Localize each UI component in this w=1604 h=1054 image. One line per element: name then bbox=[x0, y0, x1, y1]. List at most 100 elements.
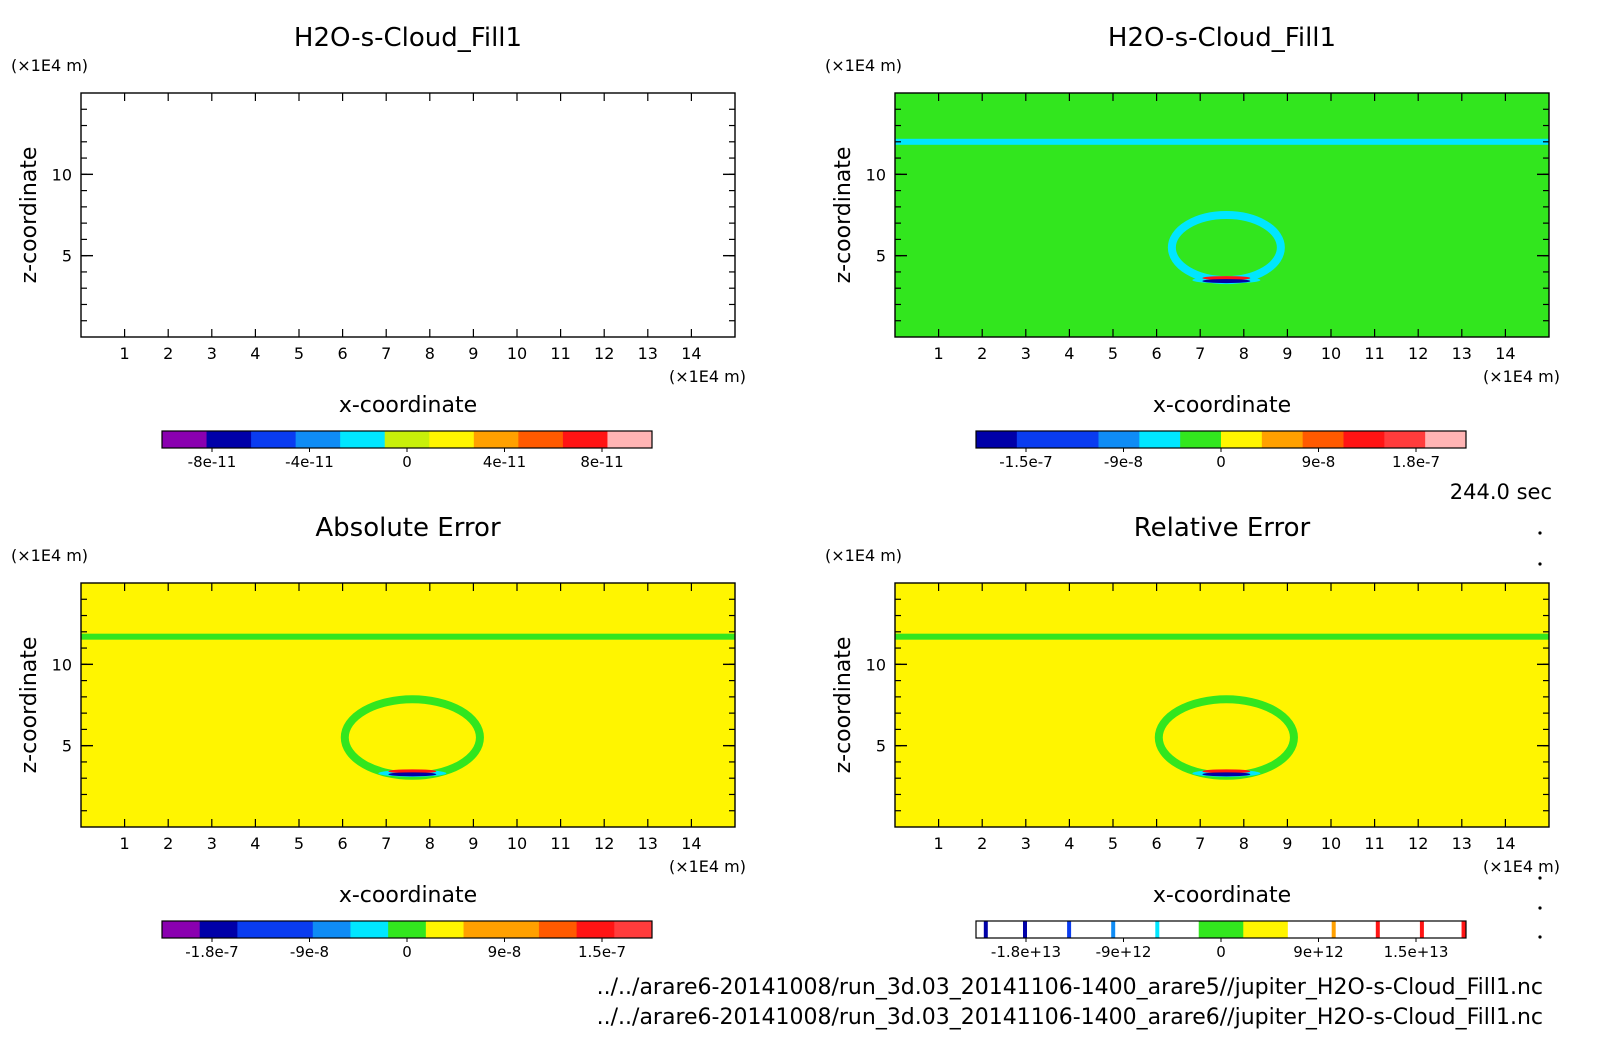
x-tick-label: 13 bbox=[638, 834, 658, 853]
x-tick-label: 1 bbox=[120, 834, 130, 853]
anomaly-red bbox=[388, 769, 437, 774]
colorbar-cell bbox=[162, 921, 201, 938]
colorbar-stripe bbox=[983, 921, 988, 938]
x-tick-label: 4 bbox=[250, 834, 260, 853]
x-tick-label: 2 bbox=[977, 344, 987, 363]
y-unit-label: (×1E4 m) bbox=[11, 546, 88, 565]
x-tick-label: 6 bbox=[1152, 344, 1162, 363]
chart-title: Relative Error bbox=[1134, 513, 1311, 543]
colorbar-label: 9e+12 bbox=[1293, 943, 1343, 961]
colorbar-label: -9e-8 bbox=[290, 943, 329, 961]
x-tick-label: 8 bbox=[425, 344, 435, 363]
colorbar-cell bbox=[976, 921, 1022, 938]
x-tick-label: 11 bbox=[1364, 834, 1384, 853]
x-tick-label: 2 bbox=[977, 834, 987, 853]
chart-title: H2O-s-Cloud_Fill1 bbox=[294, 23, 522, 53]
x-tick-label: 6 bbox=[1152, 834, 1162, 853]
colorbar-label: -1.5e-7 bbox=[999, 453, 1052, 471]
file-path-2: ../../arare6-20141008/run_3d.03_20141106… bbox=[597, 1005, 1543, 1030]
colorbar-label: 0 bbox=[1216, 943, 1226, 961]
y-axis-title: z-coordinate bbox=[17, 637, 42, 774]
x-tick-label: 12 bbox=[594, 834, 614, 853]
colorbar-cell bbox=[251, 431, 297, 448]
colorbar-stripe bbox=[1023, 921, 1027, 938]
colorbar-cell bbox=[562, 431, 608, 448]
colorbar-cell bbox=[429, 431, 475, 448]
plot-area bbox=[895, 583, 1549, 827]
colorbar-cell bbox=[425, 921, 465, 938]
colorbar-cell bbox=[1384, 431, 1426, 448]
x-unit-label: (×1E4 m) bbox=[669, 367, 746, 386]
colorbar-cell bbox=[1243, 921, 1289, 938]
colorbar-cell bbox=[501, 921, 540, 938]
x-unit-label: (×1E4 m) bbox=[1483, 367, 1560, 386]
colorbar-cell bbox=[206, 431, 252, 448]
colorbar-cell bbox=[1332, 921, 1378, 938]
y-unit-label: (×1E4 m) bbox=[11, 56, 88, 75]
colorbar-cell bbox=[518, 431, 564, 448]
chart-panel-4: Relative Error(×1E4 m)1 2 3 4 5 6 7 8 9 10 11 12 13 1… bbox=[825, 513, 1560, 961]
x-tick-label: 9 bbox=[1282, 834, 1292, 853]
colorbar-cell bbox=[340, 431, 386, 448]
horizontal-band bbox=[895, 633, 1549, 640]
colorbar-cell bbox=[1098, 431, 1140, 448]
x-axis-title: x-coordinate bbox=[1153, 883, 1291, 908]
y-tick-label: 10 bbox=[52, 165, 72, 184]
y-axis-title: z-coordinate bbox=[831, 637, 856, 774]
chart-panel-2: H2O-s-Cloud_Fill1(×1E4 m)1 2 3 4 5 6 7 8 9 10 11 12… bbox=[825, 23, 1560, 471]
colorbar-cell bbox=[275, 921, 314, 938]
colorbar-label: 0 bbox=[402, 453, 412, 471]
chart-title: Absolute Error bbox=[315, 513, 501, 543]
x-tick-label: 8 bbox=[425, 834, 435, 853]
colorbar-label: -1.8e+13 bbox=[991, 943, 1061, 961]
colorbar-label: -9e-8 bbox=[1104, 453, 1143, 471]
x-tick-label: 10 bbox=[1321, 834, 1341, 853]
colorbar-stripe bbox=[1419, 921, 1424, 938]
colorbar-label: -8e-11 bbox=[188, 453, 237, 471]
colorbar-label: 1.5e+13 bbox=[1384, 943, 1449, 961]
colorbar-cell bbox=[199, 921, 238, 938]
x-tick-label: 14 bbox=[681, 834, 701, 853]
colorbar-label: -4e-11 bbox=[285, 453, 334, 471]
colorbar-cell bbox=[388, 921, 427, 938]
colorbar-cell bbox=[312, 921, 351, 938]
x-tick-label: 12 bbox=[1408, 834, 1428, 853]
colorbar-stripe bbox=[1067, 921, 1072, 938]
plot-area bbox=[81, 93, 735, 337]
x-tick-label: 12 bbox=[1408, 344, 1428, 363]
colorbar-cell bbox=[1425, 431, 1467, 448]
x-tick-label: 4 bbox=[1064, 834, 1074, 853]
x-tick-label: 4 bbox=[1064, 344, 1074, 363]
colorbar-cell bbox=[1421, 921, 1467, 938]
x-tick-label: 6 bbox=[338, 834, 348, 853]
panels: H2O-s-Cloud_Fill1(×1E4 m)1 2 3 4 5 6 7 8 9 10 11 12… bbox=[11, 23, 1560, 961]
colorbar-cell bbox=[538, 921, 578, 938]
colorbar-cell bbox=[473, 431, 519, 448]
colorbar-label: 0 bbox=[1216, 453, 1226, 471]
x-tick-label: 7 bbox=[1195, 344, 1205, 363]
colorbar-cell bbox=[1020, 921, 1066, 938]
colorbar-stripe bbox=[1111, 921, 1116, 938]
x-axis-title: x-coordinate bbox=[339, 883, 477, 908]
colorbar-label: 9e-8 bbox=[1302, 453, 1336, 471]
x-tick-label: 4 bbox=[250, 344, 260, 363]
colorbar-label: 1.8e-7 bbox=[1392, 453, 1440, 471]
colorbar-label: -1.8e-7 bbox=[185, 943, 238, 961]
x-tick-label: 1 bbox=[120, 344, 130, 363]
x-axis-title: x-coordinate bbox=[1153, 393, 1291, 418]
y-tick-label: 5 bbox=[62, 247, 72, 266]
x-tick-label: 12 bbox=[594, 344, 614, 363]
time-stamp: 244.0 sec bbox=[1450, 480, 1552, 504]
plot-area bbox=[81, 583, 735, 827]
colorbar-label: 1.5e-7 bbox=[578, 943, 626, 961]
colorbar-cell bbox=[1016, 431, 1059, 448]
chart-panel-1: H2O-s-Cloud_Fill1(×1E4 m)1 2 3 4 5 6 7 8 9 10 11 12… bbox=[11, 23, 746, 471]
y-unit-label: (×1E4 m) bbox=[825, 546, 902, 565]
colorbar-cell bbox=[1343, 431, 1385, 448]
colorbar-cell bbox=[350, 921, 389, 938]
x-tick-label: 13 bbox=[1452, 834, 1472, 853]
x-tick-label: 9 bbox=[468, 344, 478, 363]
colorbar-stripe bbox=[1155, 921, 1160, 938]
anomaly-red bbox=[1202, 276, 1251, 281]
colorbar-stripe bbox=[1461, 921, 1466, 938]
